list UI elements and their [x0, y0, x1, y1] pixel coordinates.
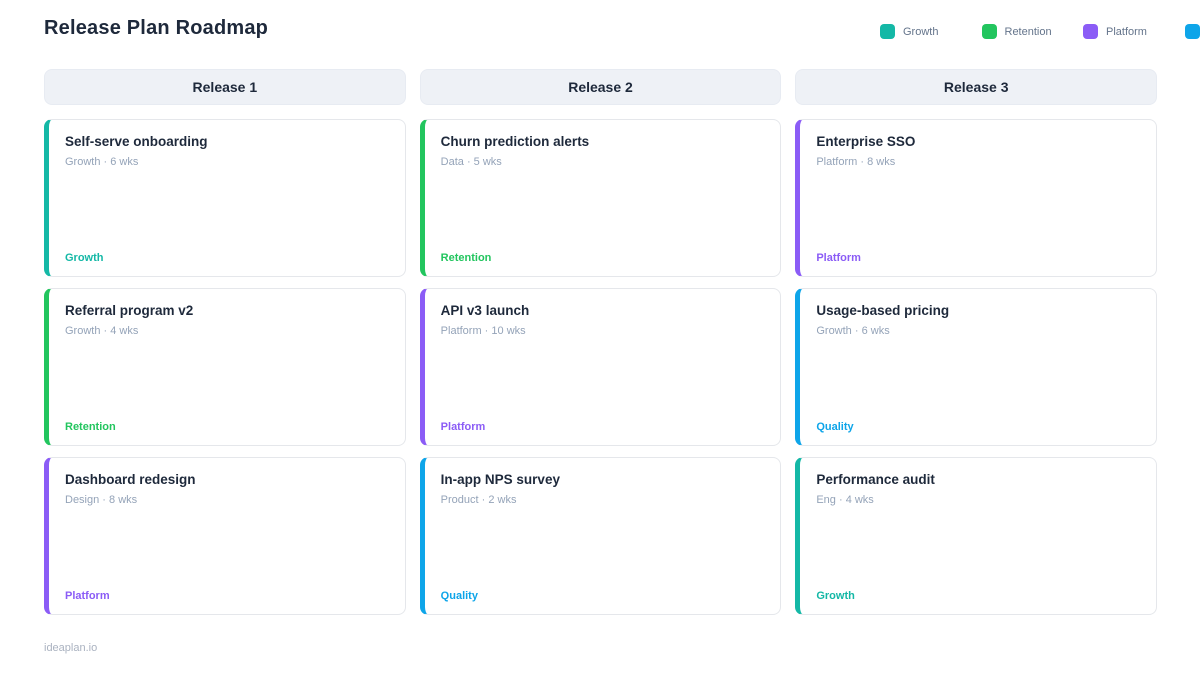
legend-item: Growth — [880, 24, 982, 39]
legend-color-swatch — [981, 24, 997, 39]
legend: Growth Retention Platform — [880, 24, 1200, 39]
roadmap-card[interactable]: In-app NPS survey Product · 2 wks Quality — [419, 457, 782, 615]
card-title: Self-serve onboarding — [65, 134, 208, 149]
card-tag: Growth — [816, 590, 855, 602]
column-header: Release 1 — [44, 69, 406, 105]
card-tag: Platform — [440, 421, 486, 433]
column-header: Release 2 — [419, 69, 782, 105]
roadmap-board: Release 1 Self-serve onboarding Growth · 6… — [44, 69, 1158, 626]
card-title: Usage-based pricing — [816, 303, 950, 318]
roadmap-card[interactable]: Performance audit Eng · 4 wks Growth — [795, 457, 1158, 615]
legend-item: Platform — [1083, 24, 1185, 39]
legend-color-swatch — [880, 24, 895, 39]
legend-label: Growth — [903, 25, 939, 38]
legend-item: Retention — [981, 24, 1084, 39]
release-column: Release 3 Enterprise SSO Platform · 8 wks P… — [795, 69, 1158, 626]
column-header: Release 3 — [795, 69, 1158, 105]
legend-item — [1184, 24, 1200, 39]
roadmap-card[interactable]: API v3 launch Platform · 10 wks Platform — [419, 288, 782, 446]
card-tag: Quality — [440, 590, 478, 602]
release-column: Release 1 Self-serve onboarding Growth · 6… — [44, 69, 406, 626]
card-title: Dashboard redesign — [65, 472, 196, 487]
footer-brand: ideaplan.io — [44, 642, 98, 654]
legend-label: Retention — [1004, 25, 1052, 38]
card-meta: Platform · 10 wks — [440, 325, 526, 337]
card-tag: Quality — [816, 421, 854, 433]
release-column: Release 2 Churn prediction alerts Data · 5… — [419, 69, 782, 626]
card-meta: Growth · 6 wks — [65, 156, 139, 168]
card-title: API v3 launch — [440, 303, 530, 318]
legend-color-swatch — [1184, 24, 1200, 39]
card-meta: Growth · 6 wks — [816, 325, 890, 337]
card-meta: Data · 5 wks — [440, 156, 502, 168]
card-title: Enterprise SSO — [816, 134, 916, 149]
legend-label: Platform — [1106, 25, 1147, 38]
card-meta: Platform · 8 wks — [816, 156, 896, 168]
card-title: In-app NPS survey — [440, 472, 560, 487]
card-title: Referral program v2 — [65, 303, 194, 318]
card-meta: Eng · 4 wks — [816, 494, 874, 506]
card-tag: Growth — [65, 252, 104, 264]
roadmap-card[interactable]: Usage-based pricing Growth · 6 wks Quality — [795, 288, 1158, 446]
roadmap-card[interactable]: Enterprise SSO Platform · 8 wks Platform — [795, 119, 1158, 277]
roadmap-card[interactable]: Dashboard redesign Design · 8 wks Platform — [44, 457, 406, 615]
card-meta: Product · 2 wks — [440, 494, 517, 506]
card-tag: Platform — [816, 252, 861, 264]
card-tag: Retention — [440, 252, 492, 264]
card-tag: Retention — [65, 421, 116, 433]
page-title: Release Plan Roadmap — [44, 17, 269, 39]
card-meta: Growth · 4 wks — [65, 325, 139, 337]
card-title: Performance audit — [816, 472, 935, 487]
roadmap-card[interactable]: Referral program v2 Growth · 4 wks Retenti… — [44, 288, 406, 446]
card-meta: Design · 8 wks — [65, 494, 138, 506]
roadmap-card[interactable]: Churn prediction alerts Data · 5 wks Reten… — [419, 119, 782, 277]
card-title: Churn prediction alerts — [440, 134, 590, 149]
card-tag: Platform — [65, 590, 110, 602]
legend-color-swatch — [1083, 24, 1098, 39]
roadmap-card[interactable]: Self-serve onboarding Growth · 6 wks Growt… — [44, 119, 406, 277]
